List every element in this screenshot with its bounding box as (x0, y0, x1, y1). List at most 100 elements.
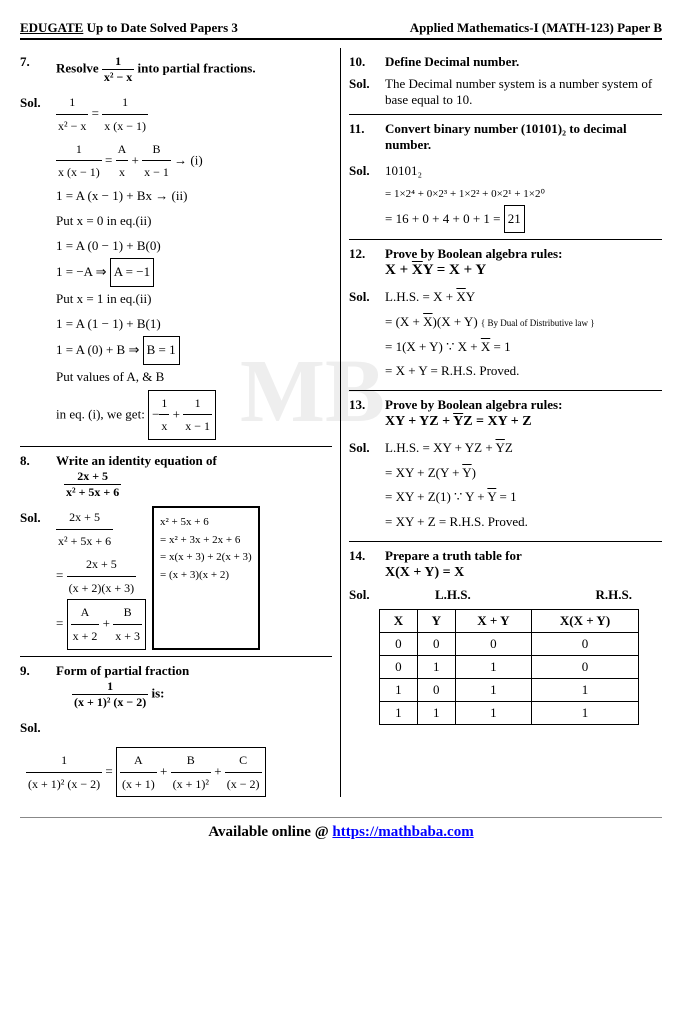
t: Write an identity equation of (56, 453, 217, 468)
th: X(X + Y) (532, 609, 639, 632)
q10-sol: Sol. The Decimal number system is a numb… (349, 76, 662, 108)
t: x + 2 (71, 625, 100, 648)
t: 1 (72, 679, 148, 695)
q14: 14. Prepare a truth table for X(X + Y) =… (349, 548, 662, 581)
q7-frac-bot: x² − x (102, 70, 134, 85)
q11-text: Convert binary number (10101)₂ to decima… (385, 121, 662, 153)
q7-line8: 1 = A (1 − 1) + B(1) (56, 312, 332, 337)
q12-sol: Sol. L.H.S. = X + XY = (X + X)(X + Y) { … (349, 285, 662, 384)
t: (x + 2)(x + 3) (67, 577, 137, 600)
divider (349, 390, 662, 391)
q13-text: Prove by Boolean algebra rules: XY + YZ … (385, 397, 662, 430)
t: x² + 5x + 6 (160, 514, 252, 532)
q8-num: 8. (20, 453, 56, 500)
table-row: 0000 (380, 632, 639, 655)
q7-text: Resolve 1x² − x into partial fractions. (56, 54, 332, 85)
q13-l2: = XY + Z(Y + Y) (385, 461, 662, 486)
q8-solution: 2x + 5x² + 5x + 6 = 2x + 5(x + 2)(x + 3)… (56, 506, 332, 650)
table-row: 1111 (380, 701, 639, 724)
t: x (x − 1) (102, 115, 148, 138)
t: = 1(X + Y) ∵ X + (385, 339, 481, 354)
t: x² − x (56, 115, 88, 138)
t: = 1×2⁴ + 0×2³ + 1×2² + 0×2¹ + 1×2⁰ (385, 184, 662, 205)
q13-l3: = XY + Z(1) ∵ Y + Y = 1 (385, 485, 662, 510)
td: 1 (380, 701, 418, 724)
t: (10101)₂ (521, 121, 566, 136)
t: Convert binary number (385, 121, 521, 136)
q11: 11. Convert binary number (10101)₂ to de… (349, 121, 662, 153)
q8: 8. Write an identity equation of 2x + 5x… (20, 453, 332, 500)
t: 1 = −A ⇒ (56, 264, 110, 279)
t: Form of partial fraction (56, 663, 189, 678)
q11-num: 11. (349, 121, 385, 153)
th: X (380, 609, 418, 632)
t: = XY + Z(1) ∵ Y + (385, 489, 487, 504)
t: = 1 (490, 339, 510, 354)
q8-factor-box: x² + 5x + 6 = x² + 3x + 2x + 6 = x(x + 3… (152, 506, 260, 650)
t: (x + 1)² (x − 2) (72, 695, 148, 710)
t: x − 1 (142, 161, 171, 184)
t: 2x + 5 (64, 469, 121, 485)
divider (20, 656, 332, 657)
q14-eq: X(X + Y) = X (385, 565, 464, 580)
t: x² + 5x + 6 (64, 485, 121, 500)
header-left: EDUGATE Up to Date Solved Papers 3 (20, 20, 238, 36)
t: L.H.S. = X + (385, 289, 456, 304)
divider (349, 541, 662, 542)
td: 0 (532, 632, 639, 655)
footer-text: Available online @ (208, 824, 332, 840)
t: X (412, 262, 423, 278)
t: X (423, 314, 432, 329)
q13-solution: L.H.S. = XY + YZ + YZ = XY + Z(Y + Y) = … (385, 436, 662, 535)
left-column: 7. Resolve 1x² − x into partial fraction… (20, 48, 341, 797)
t: Y (453, 414, 463, 429)
q13-sol: Sol. L.H.S. = XY + YZ + YZ = XY + Z(Y + … (349, 436, 662, 535)
t: X (481, 339, 490, 354)
t: Y = X + Y (423, 262, 486, 278)
t: 2x + 5 (67, 553, 137, 577)
q7-line9: 1 = A (0) + B ⇒ B = 1 (56, 336, 332, 365)
td: 1 (532, 678, 639, 701)
truth-table: X Y X + Y X(X + Y) 0000 0110 1011 1111 (379, 609, 639, 725)
q7-box-b: B = 1 (143, 336, 180, 365)
q12-solution: L.H.S. = X + XY = (X + X)(X + Y) { By Du… (385, 285, 662, 384)
q7-box-a: A = −1 (110, 258, 154, 287)
q10-answer: The Decimal number system is a number sy… (385, 76, 662, 108)
td: 0 (417, 632, 455, 655)
t: B (113, 601, 142, 625)
t: x + 3 (113, 625, 142, 648)
t: X + (385, 262, 412, 278)
q12-l3: = 1(X + Y) ∵ X + X = 1 (385, 335, 662, 360)
q7-line4: Put x = 0 in eq.(ii) (56, 209, 332, 234)
q7-line3: 1 = A (x − 1) + Bx → (ii) (56, 184, 332, 209)
t: x (x − 1) (56, 161, 102, 184)
td: 1 (417, 701, 455, 724)
table-row: 0110 (380, 655, 639, 678)
q8-sol-label: Sol. (20, 506, 56, 650)
q12-l2: = (X + X)(X + Y) { By Dual of Distributi… (385, 310, 662, 335)
q12-sol-label: Sol. (349, 285, 385, 384)
t: )(X + Y) (433, 314, 481, 329)
q11-sol: Sol. 10101₂ = 1×2⁴ + 0×2³ + 1×2² + 0×2¹ … (349, 159, 662, 233)
q13-num: 13. (349, 397, 385, 430)
td: 0 (532, 655, 639, 678)
q9-text: Form of partial fraction 1(x + 1)² (x − … (56, 663, 332, 710)
t: L.H.S. = XY + YZ + (385, 440, 495, 455)
t: x (116, 161, 129, 184)
q9-sol-label: Sol. (20, 716, 56, 741)
q7-text-a: Resolve (56, 60, 102, 75)
q9-solution: 1(x + 1)² (x − 2) = A(x + 1) + B(x + 1)²… (26, 747, 332, 798)
q7-line6: 1 = −A ⇒ A = −1 (56, 258, 332, 287)
t: = X + Y = R.H.S. Proved. (385, 363, 519, 378)
footer-link[interactable]: https://mathbaba.com (332, 824, 473, 840)
t: (x + 1)² (171, 773, 211, 796)
q7: 7. Resolve 1x² − x into partial fraction… (20, 54, 332, 85)
page-header: EDUGATE Up to Date Solved Papers 3 Appli… (20, 20, 662, 40)
td: 0 (455, 632, 531, 655)
t: Y (462, 465, 471, 480)
t: = 1 (496, 489, 516, 504)
t: 1 (56, 138, 102, 162)
td: 0 (380, 632, 418, 655)
q7-text-b: into partial fractions. (138, 60, 256, 75)
divider (349, 239, 662, 240)
